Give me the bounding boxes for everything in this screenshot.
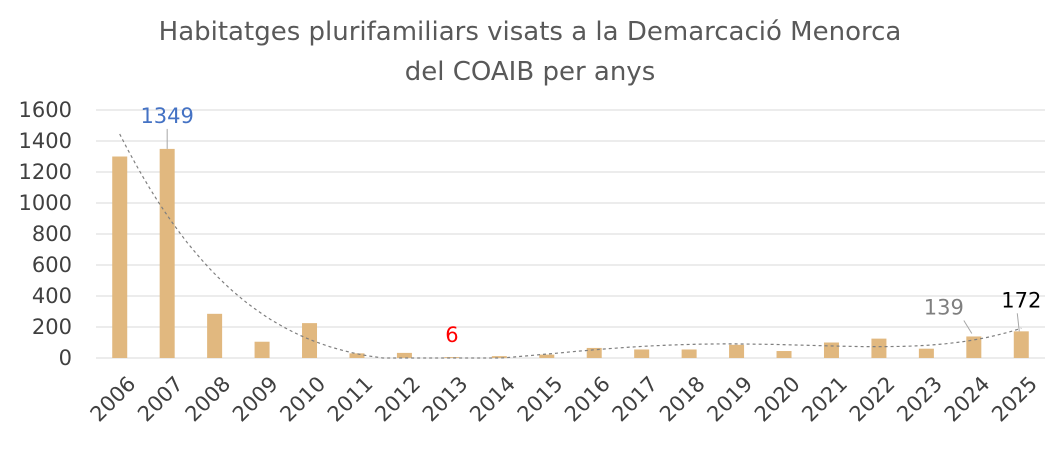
y-tick-label: 1400 — [19, 129, 72, 153]
bar-2020 — [776, 351, 792, 358]
x-tick-label: 2013 — [418, 372, 473, 427]
leader-2024 — [963, 320, 973, 334]
x-tick-label: 2024 — [940, 372, 995, 427]
y-tick-label: 1200 — [19, 160, 72, 184]
x-tick-label: 2014 — [465, 372, 520, 427]
y-tick-label: 1000 — [19, 191, 72, 215]
gridlines — [96, 109, 1045, 359]
bar-2009 — [254, 341, 270, 358]
x-tick-label: 2021 — [797, 372, 852, 427]
x-tick-label: 2019 — [702, 372, 757, 427]
data-label-2007: 1349 — [140, 104, 193, 128]
data-label-2025: 172 — [1001, 288, 1041, 312]
bar-2012 — [396, 352, 412, 358]
y-tick-label: 800 — [32, 222, 72, 246]
data-label-2024: 139 — [924, 295, 964, 319]
trendline — [119, 133, 1022, 359]
x-tick-label: 2025 — [987, 372, 1042, 427]
x-tick-label: 2016 — [560, 372, 615, 427]
x-tick-label: 2020 — [750, 372, 805, 427]
data-label-2013: 6 — [445, 323, 458, 347]
y-tick-label: 0 — [59, 346, 72, 370]
leader-2025 — [1016, 313, 1020, 332]
bar-2017 — [634, 349, 650, 358]
bar-2008 — [207, 313, 223, 358]
bar-2022 — [871, 338, 887, 358]
bar-2010 — [302, 323, 318, 358]
bar-2023 — [918, 348, 934, 358]
x-tick-label: 2022 — [845, 372, 900, 427]
bar-2018 — [681, 349, 697, 358]
x-tick-label: 2008 — [181, 372, 236, 427]
x-tick-label: 2017 — [608, 372, 663, 427]
x-tick-label: 2012 — [370, 372, 425, 427]
bar-2007 — [159, 148, 175, 358]
y-axis-ticks: 0 200 400 600 800 1000 1200 1400 1600 — [19, 98, 72, 370]
chart-title-line-2: del COAIB per anys — [405, 57, 656, 87]
x-tick-label: 2023 — [892, 372, 947, 427]
bar-2019 — [729, 344, 745, 358]
x-tick-label: 2009 — [228, 372, 283, 427]
annotations: 1349 6 139 172 — [140, 104, 1041, 347]
annotation-leaders — [166, 128, 1020, 334]
bar-2015 — [539, 354, 555, 358]
bars — [112, 148, 1029, 358]
x-tick-label: 2010 — [275, 372, 330, 427]
bar-2006 — [112, 156, 128, 358]
x-axis-ticks: 2006200720082009201020112012201320142015… — [86, 372, 1042, 427]
bar-2024 — [966, 336, 982, 358]
y-tick-label: 600 — [32, 253, 72, 277]
x-tick-label: 2018 — [655, 372, 710, 427]
bar-2021 — [823, 342, 839, 358]
x-tick-label: 2011 — [323, 372, 378, 427]
bar-2014 — [491, 356, 507, 358]
x-tick-label: 2015 — [513, 372, 568, 427]
bar-2016 — [586, 347, 602, 358]
y-tick-label: 400 — [32, 284, 72, 308]
bar-2011 — [349, 353, 365, 358]
x-tick-label: 2007 — [133, 372, 188, 427]
chart-title-line-1: Habitatges plurifamiliars visats a la De… — [159, 17, 902, 47]
x-tick-label: 2006 — [86, 372, 141, 427]
y-tick-label: 1600 — [19, 98, 72, 122]
bar-2025 — [1013, 331, 1029, 358]
y-tick-label: 200 — [32, 315, 72, 339]
bar-2013 — [444, 357, 460, 358]
